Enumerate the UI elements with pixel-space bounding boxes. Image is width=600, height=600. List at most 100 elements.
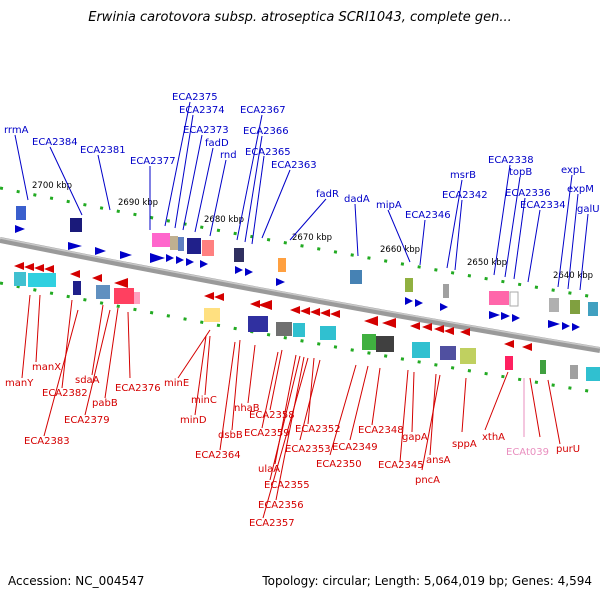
gene-label: ECA2346	[405, 210, 451, 221]
forward-gene-arrow	[15, 225, 25, 233]
forward-gene-arrow	[186, 258, 194, 266]
topology-label: Topology: circular; Length: 5,064,019 bp…	[262, 574, 592, 588]
gene-label: ECA2382	[42, 388, 88, 399]
gene-label: sppA	[452, 439, 477, 450]
tick-label: 2680 kbp	[204, 215, 244, 225]
reverse-genes	[14, 262, 532, 351]
reverse-gene-arrow	[504, 340, 514, 348]
gene-label: manY	[5, 378, 34, 389]
forward-gene-arrow	[572, 323, 580, 331]
gene-label: nhaB	[234, 403, 260, 414]
gene-label: galU	[577, 204, 600, 215]
gene-label: minE	[164, 378, 189, 389]
reverse-gene-arrow	[70, 270, 80, 278]
gene-label: pabB	[92, 398, 118, 409]
reverse-gene-arrow	[114, 278, 128, 288]
tick-label: 2650 kbp	[467, 258, 507, 268]
gene-label: xthA	[482, 432, 505, 443]
reverse-gene-arrow	[410, 322, 420, 330]
gene-label: ansA	[426, 455, 451, 466]
forward-gene-arrow	[489, 311, 500, 319]
gene-label: ulaA	[258, 464, 280, 475]
forward-gene-arrow	[245, 268, 253, 276]
gene-label: ECAt039	[506, 447, 549, 458]
gene-label: ECA2345	[378, 460, 424, 471]
gene-label: gapA	[402, 432, 428, 443]
reverse-gene-arrow	[434, 325, 444, 333]
reverse-gene-arrow	[250, 300, 260, 308]
reverse-gene-arrow	[320, 309, 330, 317]
reverse-gene-arrow	[382, 318, 396, 328]
gene-label: ECA2355	[264, 480, 310, 491]
forward-gene-arrow	[120, 251, 132, 259]
gene-label: ECA2381	[80, 145, 126, 156]
reverse-label-group: manX manY ECA2382 ECA2383 sdaA pabB ECA2…	[5, 362, 580, 529]
gene-label: ECA2353	[285, 444, 331, 455]
forward-gene-arrow	[548, 320, 560, 328]
forward-gene-arrow	[176, 256, 184, 264]
reverse-gene-arrow	[522, 343, 532, 351]
gene-label: rnd	[220, 150, 237, 161]
map-title: Erwinia carotovora subsp. atroseptica SC…	[88, 10, 512, 25]
forward-gene-arrow	[405, 297, 413, 305]
accession-label: Accession: NC_004547	[8, 574, 145, 588]
gene-label: ECA2350	[316, 459, 362, 470]
gene-label: topB	[509, 167, 532, 178]
gene-label: ECA2364	[195, 450, 241, 461]
gene-label: expL	[561, 165, 585, 176]
gene-label: purU	[556, 444, 580, 455]
gene-label: ECA2348	[358, 425, 404, 436]
gene-label: ECA2374	[179, 105, 225, 116]
gene-label: minC	[191, 395, 217, 406]
forward-gene-arrow	[276, 278, 285, 286]
gene-label: ECA2377	[130, 156, 176, 167]
gene-label: ECA2352	[295, 424, 341, 435]
reverse-gene-arrow	[14, 262, 24, 270]
gene-label: ECA2365	[245, 147, 291, 158]
reverse-gene-arrow	[44, 265, 54, 273]
gene-label: ECA2357	[249, 518, 295, 529]
gene-label: manX	[32, 362, 61, 373]
forward-gene-arrow	[166, 254, 174, 262]
forward-genes	[15, 225, 580, 331]
outer-scale-track	[0, 186, 600, 300]
reverse-gene-arrow	[422, 323, 432, 331]
forward-gene-arrow	[235, 266, 243, 274]
gene-label: ECA2349	[332, 442, 378, 453]
forward-gene-arrow	[440, 303, 448, 311]
gene-label: ECA2375	[172, 92, 218, 103]
reverse-gene-arrow	[310, 308, 320, 316]
forward-gene-arrow	[150, 253, 165, 263]
reverse-gene-arrow	[258, 300, 272, 310]
tick-label: 2670 kbp	[292, 233, 332, 243]
gene-label: ECA2373	[183, 125, 229, 136]
forward-gene-arrow	[562, 322, 570, 330]
gene-label: ECA2376	[115, 383, 161, 394]
tick-label: 2640 kbp	[553, 271, 593, 281]
gene-label: fadR	[316, 189, 339, 200]
forward-gene-arrow	[415, 299, 423, 307]
tick-label: 2690 kbp	[118, 198, 158, 208]
gene-label: msrB	[450, 170, 476, 181]
gene-label: dsbB	[218, 430, 243, 441]
reverse-gene-arrow	[92, 274, 102, 282]
gene-label: dadA	[344, 194, 370, 205]
gene-label: ECA2367	[240, 105, 286, 116]
reverse-gene-arrow	[444, 327, 454, 335]
gene-label: ECA2342	[442, 190, 488, 201]
forward-gene-arrow	[200, 260, 208, 268]
reverse-gene-arrow	[24, 263, 34, 271]
reverse-gene-arrow	[290, 306, 300, 314]
reverse-gene-arrow	[364, 316, 378, 326]
gene-label: ECA2359	[244, 428, 290, 439]
gene-label: ECA2366	[243, 126, 289, 137]
forward-gene-arrow	[68, 242, 82, 250]
forward-gene-boxes	[16, 206, 598, 316]
gene-label: ECA2356	[258, 500, 304, 511]
forward-leaders	[14, 101, 589, 291]
tick-label: 2660 kbp	[380, 245, 420, 255]
forward-gene-arrow	[95, 247, 106, 255]
forward-gene-arrow	[512, 314, 520, 322]
genome-backbone	[0, 237, 600, 353]
